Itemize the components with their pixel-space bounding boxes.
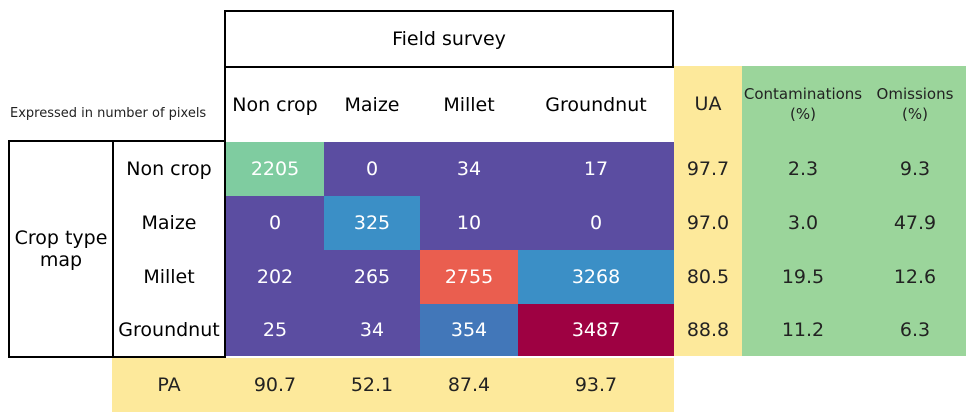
contamination-value-3: 11.2 (742, 304, 864, 356)
contamination-value-0: 2.3 (742, 142, 864, 196)
matrix-cell-r3-c1: 34 (324, 304, 420, 356)
units-note: Expressed in number of pixels (10, 106, 207, 121)
column-header-millet: Millet (443, 94, 495, 116)
matrix-cell-r0-c1: 0 (324, 142, 420, 196)
column-header-non-crop: Non crop (232, 94, 318, 116)
column-header-maize: Maize (344, 94, 400, 116)
matrix-cell-r2-c1: 265 (324, 250, 420, 304)
pa-label: PA (112, 358, 226, 412)
pa-value-2: 87.4 (420, 358, 518, 412)
contamination-value-1: 3.0 (742, 196, 864, 250)
matrix-cell-r2-c3: 3268 (518, 250, 674, 304)
row-header-maize: Maize (141, 212, 197, 234)
row-labels-box (112, 140, 226, 358)
matrix-cell-r2-c2: 2755 (420, 250, 518, 304)
matrix-cell-r0-c0: 2205 (226, 142, 324, 196)
omission-value-1: 47.9 (864, 196, 966, 250)
omission-header-line2: (%) (902, 105, 928, 123)
header-left-border (224, 66, 226, 142)
crop-type-label-line1: Crop type (14, 227, 108, 249)
matrix-cell-r1-c0: 0 (226, 196, 324, 250)
crop-type-map-label: Crop type map (8, 140, 114, 358)
header-right-border (672, 66, 674, 68)
ua-value-2: 80.5 (674, 250, 742, 304)
ua-value-1: 97.0 (674, 196, 742, 250)
matrix-cell-r0-c3: 17 (518, 142, 674, 196)
ua-header: UA (674, 66, 742, 142)
field-survey-header: Field survey (224, 10, 674, 68)
matrix-cell-r1-c3: 0 (518, 196, 674, 250)
contamination-header-line2: (%) (790, 105, 816, 123)
omission-header-line1: Omissions (876, 85, 954, 103)
contamination-value-2: 19.5 (742, 250, 864, 304)
row-header-non-crop: Non crop (126, 158, 212, 180)
ua-value-3: 88.8 (674, 304, 742, 356)
row-header-millet: Millet (143, 266, 195, 288)
crop-type-label-line2: map (39, 249, 83, 271)
matrix-cell-r1-c1: 325 (324, 196, 420, 250)
omission-value-3: 6.3 (864, 304, 966, 356)
contamination-header-line1: Contaminations (743, 85, 863, 103)
matrix-cell-r2-c0: 202 (226, 250, 324, 304)
matrix-cell-r3-c2: 354 (420, 304, 518, 356)
contamination-header: Contaminations (%) (742, 66, 864, 142)
pa-value-1: 52.1 (324, 358, 420, 412)
omission-value-0: 9.3 (864, 142, 966, 196)
pa-value-3: 93.7 (518, 358, 674, 412)
row-header-groundnut: Groundnut (118, 319, 220, 341)
omission-header: Omissions (%) (864, 66, 966, 142)
column-header-groundnut: Groundnut (545, 94, 647, 116)
matrix-cell-r3-c3: 3487 (518, 304, 674, 356)
ua-value-0: 97.7 (674, 142, 742, 196)
omission-value-2: 12.6 (864, 250, 966, 304)
matrix-cell-r3-c0: 25 (226, 304, 324, 356)
pa-value-0: 90.7 (226, 358, 324, 412)
matrix-cell-r1-c2: 10 (420, 196, 518, 250)
matrix-cell-r0-c2: 34 (420, 142, 518, 196)
